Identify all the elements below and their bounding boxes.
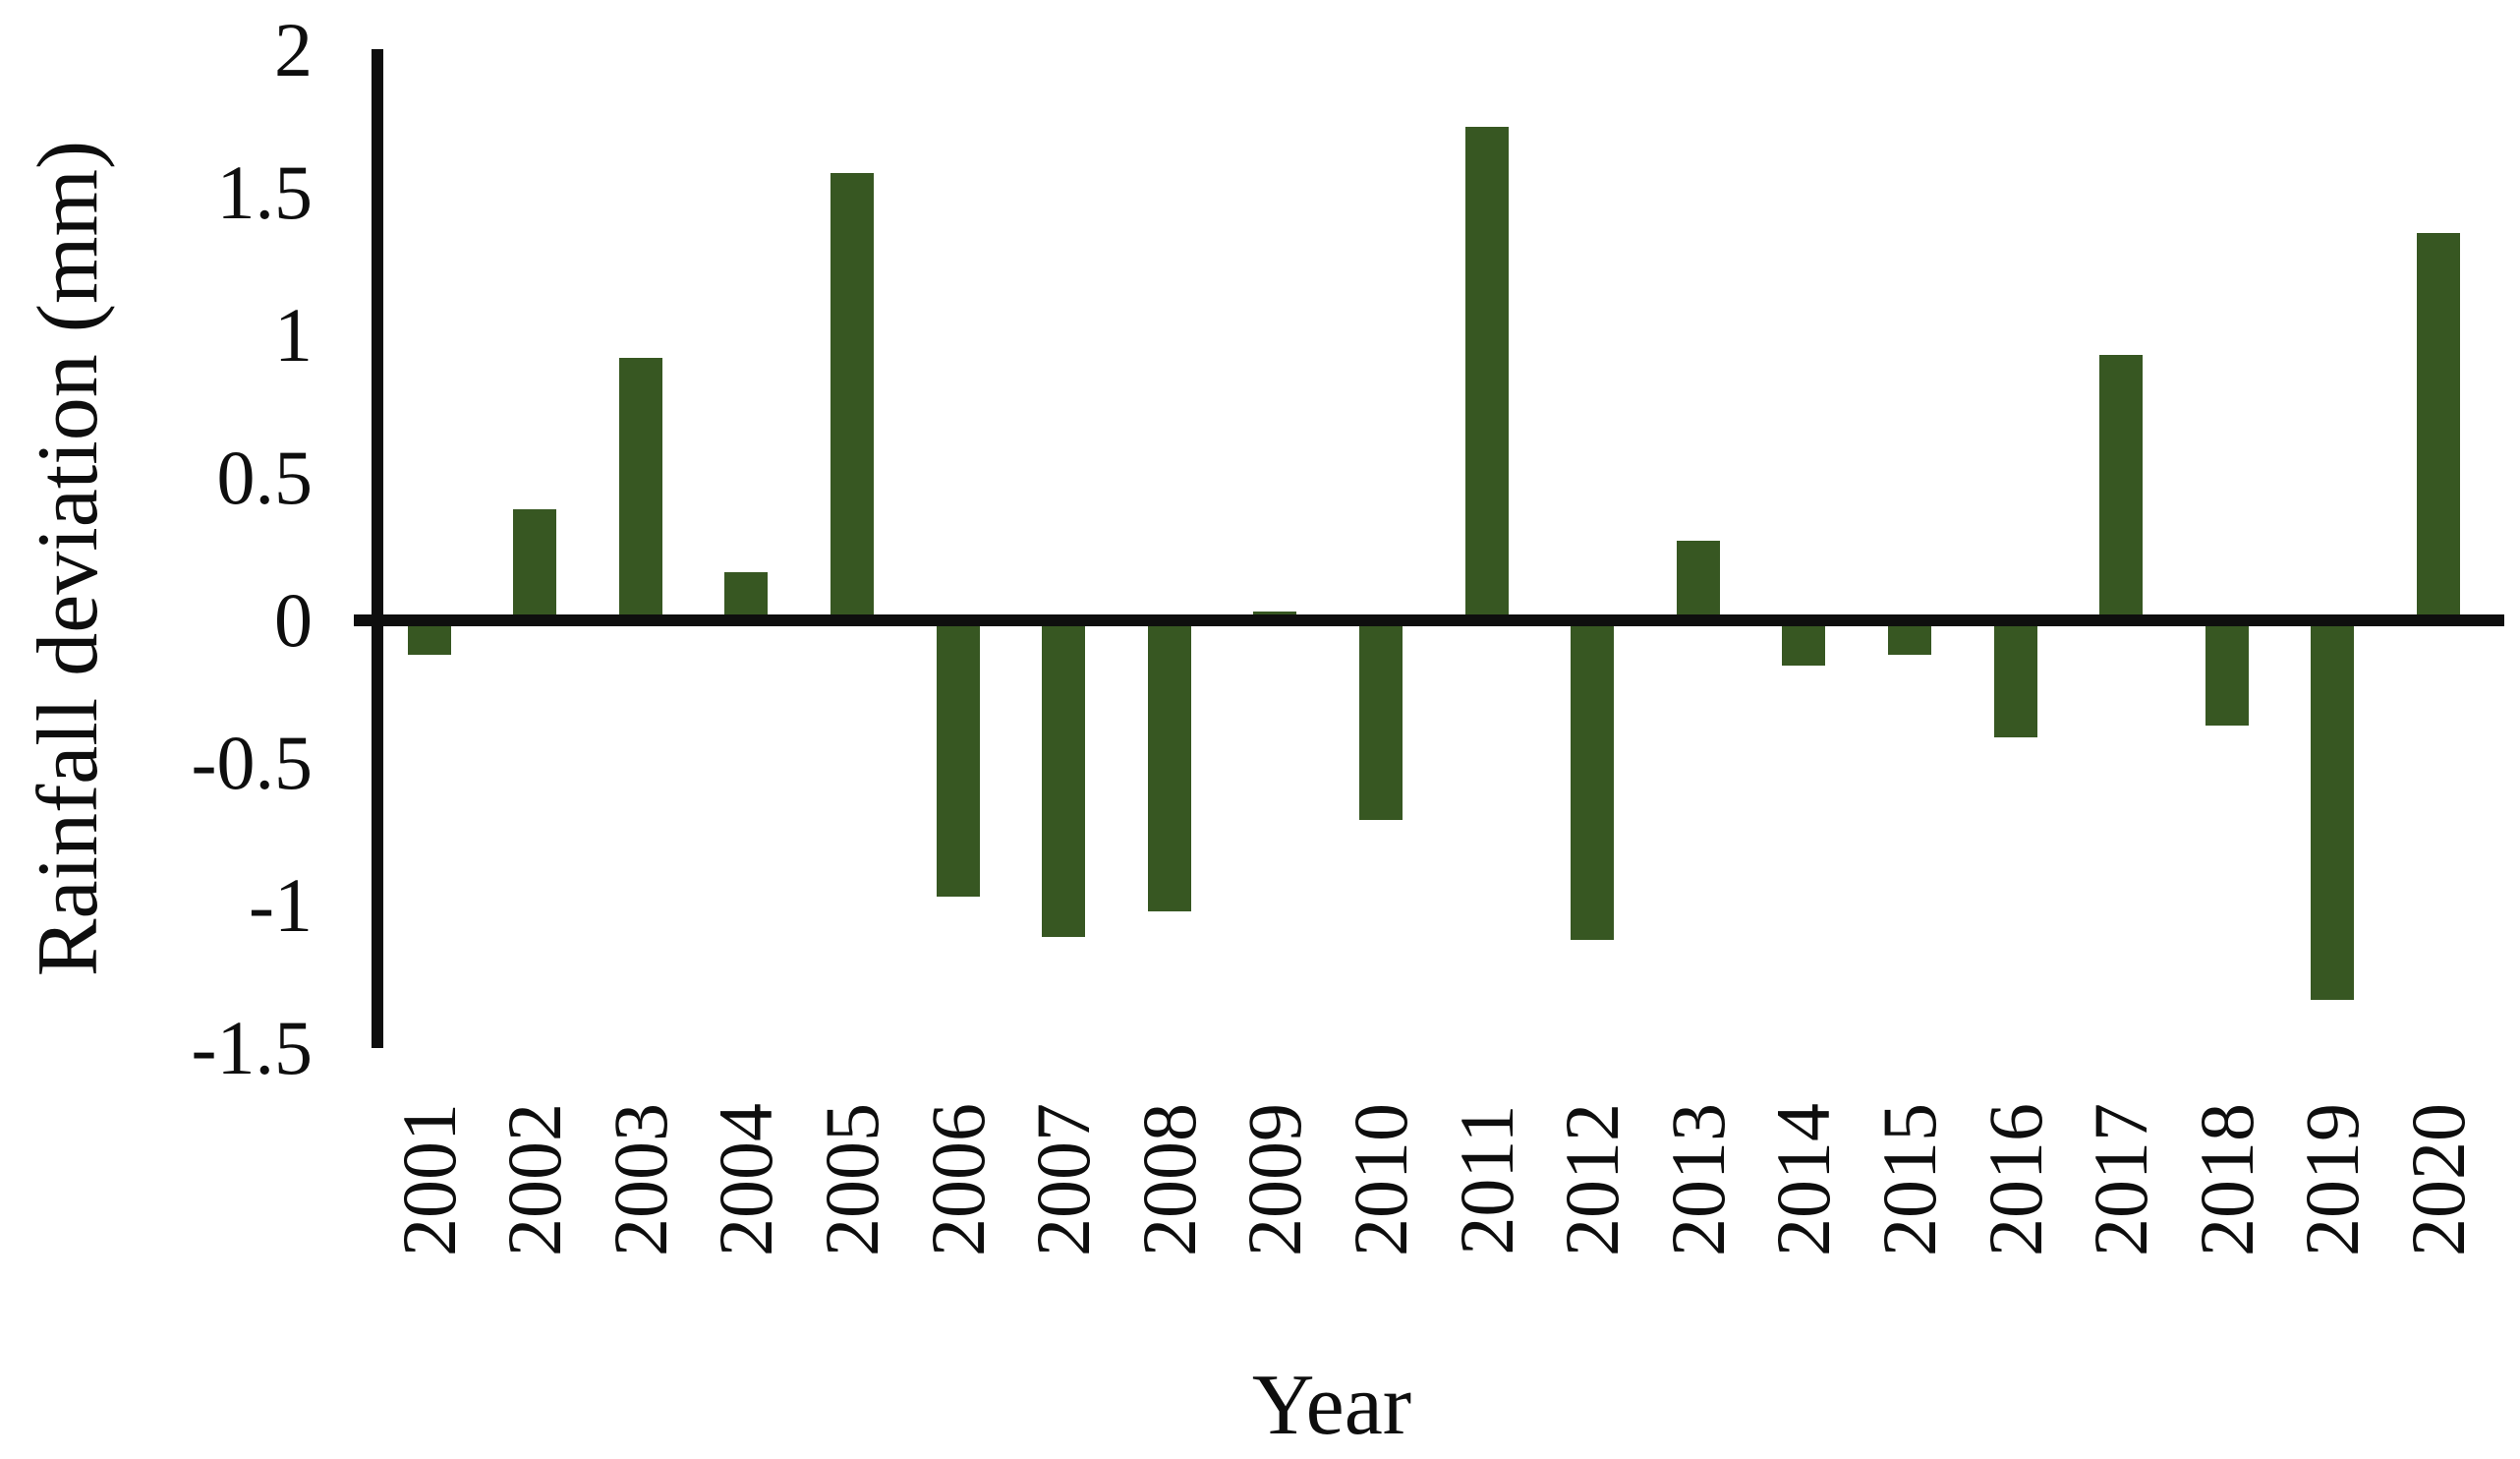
x-tick-label-2017: 2017 (2078, 1103, 2164, 1256)
bar-2008 (1147, 620, 1191, 911)
x-tick-label-2010: 2010 (1337, 1103, 1423, 1256)
bar-2018 (2205, 620, 2249, 727)
zero-tick (354, 614, 372, 626)
y-tick-label--1.5: -1.5 (191, 1005, 313, 1090)
bar-2012 (1571, 620, 1615, 940)
x-tick-label-2013: 2013 (1654, 1103, 1741, 1256)
bar-2017 (2099, 355, 2144, 620)
x-tick-label-2009: 2009 (1231, 1103, 1318, 1256)
bar-2010 (1358, 620, 1403, 820)
x-tick-label-2006: 2006 (914, 1103, 1001, 1256)
bar-2002 (513, 508, 557, 620)
x-tick-label-2019: 2019 (2289, 1103, 2376, 1256)
y-tick-label-1: 1 (274, 292, 313, 378)
x-tick-label-2002: 2002 (491, 1103, 578, 1256)
x-tick-label-2001: 2001 (385, 1103, 472, 1256)
y-tick-label--0.5: -0.5 (191, 720, 313, 805)
bar-2019 (2311, 620, 2355, 1000)
bar-2020 (2416, 232, 2460, 620)
x-tick-label-2015: 2015 (1865, 1103, 1952, 1256)
x-tick-label-2003: 2003 (597, 1103, 683, 1256)
bar-2003 (618, 358, 662, 620)
x-tick-label-2018: 2018 (2183, 1103, 2269, 1256)
x-tick-label-2005: 2005 (808, 1103, 894, 1256)
y-tick-label-2: 2 (274, 7, 313, 92)
y-axis-line (372, 49, 383, 1048)
bar-2014 (1782, 620, 1826, 667)
bar-2005 (830, 172, 874, 620)
bar-2006 (936, 620, 980, 898)
x-axis-zero-line (372, 614, 2504, 626)
bar-2004 (724, 571, 769, 620)
y-tick-label-1.5: 1.5 (216, 149, 314, 235)
x-tick-label-2008: 2008 (1125, 1103, 1212, 1256)
x-tick-label-2004: 2004 (703, 1103, 789, 1256)
x-tick-label-2016: 2016 (1972, 1103, 2058, 1256)
x-tick-label-2012: 2012 (1549, 1103, 1635, 1256)
x-tick-label-2014: 2014 (1760, 1103, 1847, 1256)
y-tick-label-0: 0 (274, 577, 313, 663)
bar-2007 (1042, 620, 1086, 937)
x-axis-title: Year (1251, 1358, 1412, 1453)
y-tick-label-0.5: 0.5 (216, 435, 314, 520)
x-tick-label-2007: 2007 (1020, 1103, 1107, 1256)
y-tick-label--1: -1 (249, 862, 313, 948)
bar-2011 (1464, 127, 1509, 620)
bar-2013 (1676, 540, 1720, 620)
bar-2016 (1993, 620, 2037, 737)
x-tick-label-2020: 2020 (2394, 1103, 2481, 1256)
x-tick-label-2011: 2011 (1443, 1104, 1529, 1255)
